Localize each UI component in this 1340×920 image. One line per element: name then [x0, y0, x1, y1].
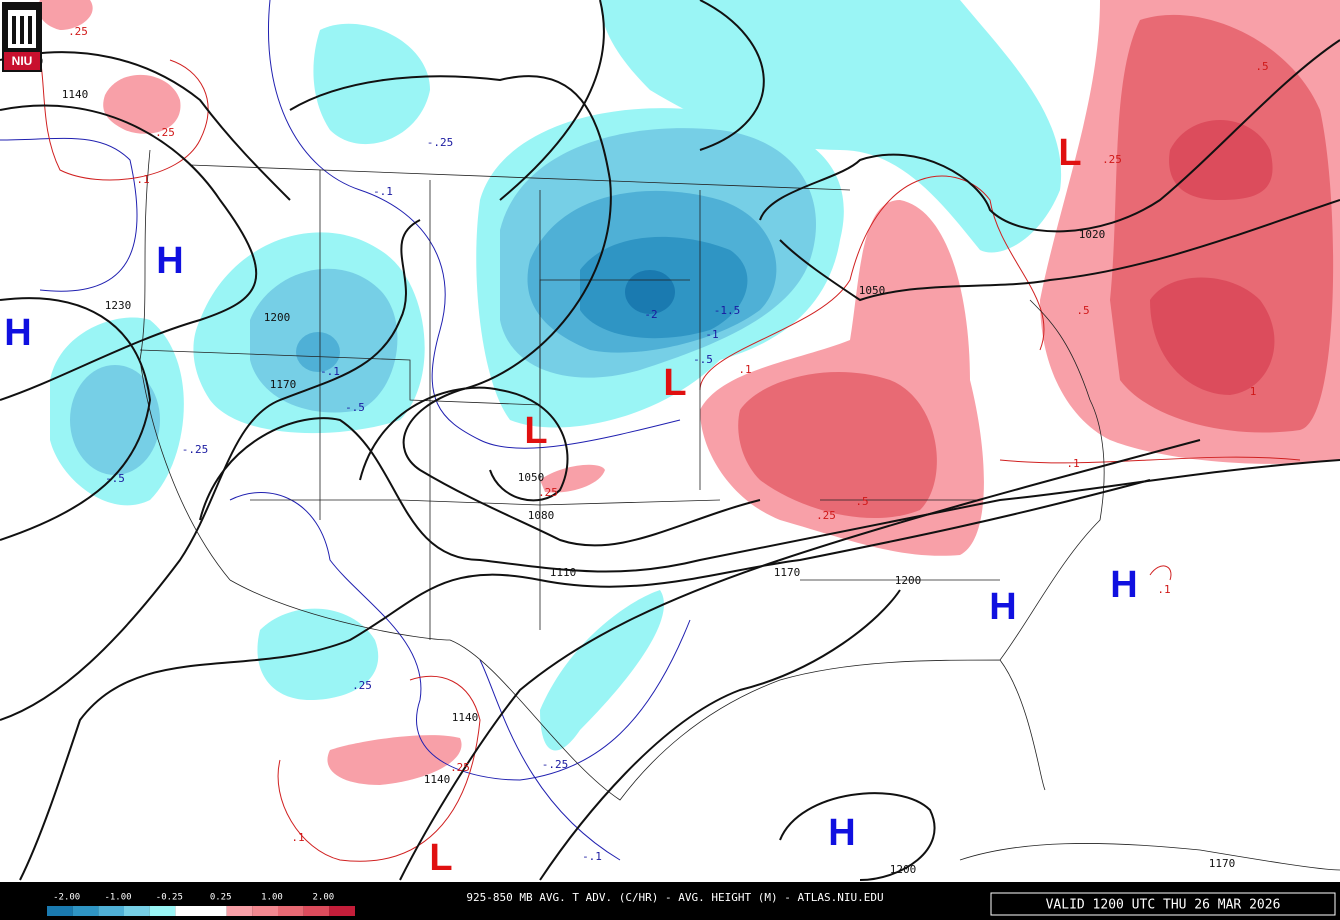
height-label: 1200	[895, 574, 922, 587]
cold-advection-label: -.25	[427, 136, 454, 149]
cold-advection-label: -.5	[105, 472, 125, 485]
colorbar-label: -1.00	[104, 893, 131, 903]
high-center: H	[989, 586, 1016, 628]
colorbar-swatch	[329, 906, 355, 916]
cold-advection-label: -.25	[182, 443, 209, 456]
cold-advection-label: -.25	[542, 758, 569, 771]
warm-advection	[38, 0, 1340, 785]
warm-advection-label: .1	[1157, 583, 1170, 596]
height-contours	[0, 0, 1340, 881]
height-label: 1200	[264, 311, 291, 324]
low-center: L	[429, 837, 452, 879]
cold-advection-label: .25	[352, 679, 372, 692]
cold-advection-label: -.1	[373, 185, 393, 198]
colorbar-swatch	[47, 906, 73, 916]
warm-advection-label: .5	[1255, 60, 1268, 73]
height-label: 1230	[105, 299, 132, 312]
warm-advection-label: .1	[738, 363, 751, 376]
height-label: 1200	[890, 863, 917, 876]
valid-box	[990, 892, 1336, 916]
footer-title: 925-850 MB AVG. T ADV. (C/HR) - AVG. HEI…	[466, 891, 883, 904]
height-label: 1110	[550, 566, 577, 579]
height-label: 1020	[1079, 228, 1106, 241]
colorbar-swatch	[124, 906, 150, 916]
colorbar-swatch	[252, 906, 278, 916]
high-center: H	[156, 240, 183, 282]
height-label: 1050	[518, 471, 545, 484]
cold-advection-label: -.5	[345, 401, 365, 414]
warm-advection-label: .1	[1066, 457, 1079, 470]
warm-advection-label: .25	[1102, 153, 1122, 166]
cold-advection-label: -.5	[693, 353, 713, 366]
colorbar-label: 2.00	[312, 893, 334, 903]
cold-advection	[50, 0, 1062, 751]
colorbar-label: -0.25	[156, 893, 183, 903]
colorbar-label: 0.25	[210, 893, 232, 903]
height-label: 1170	[774, 566, 801, 579]
height-label: 1050	[859, 284, 886, 297]
map-labels: H H H H H L L L L 1110 1140 1230 1200 1170 1050 1080 1 11…	[4, 25, 1268, 879]
logo: NIU	[2, 2, 42, 72]
colorbar-swatch	[72, 906, 99, 916]
warm-advection-label: .25	[816, 509, 836, 522]
warm-advection-label: 1	[1250, 385, 1257, 398]
cold-advection-label: -1	[705, 328, 718, 341]
height-label: 1140	[452, 711, 479, 724]
high-center: H	[1110, 564, 1137, 606]
warm-advection-label: .5	[855, 495, 868, 508]
colorbar-swatch	[175, 906, 201, 916]
valid-time: VALID 1200 UTC THU 26 MAR 2026	[1046, 898, 1281, 913]
low-center: L	[663, 362, 686, 404]
colorbar-swatch	[201, 906, 227, 916]
boundaries	[139, 149, 1340, 871]
low-center: L	[524, 410, 547, 452]
cold-advection-label: -.1	[582, 850, 602, 863]
colorbar-swatch	[226, 906, 253, 916]
colorbar: -2.00 -1.00 -0.25 0.25 1.00 2.00	[47, 893, 355, 916]
warm-advection-label: .25	[68, 25, 88, 38]
height-label: 1170	[1209, 857, 1236, 870]
logo-text: NIU	[12, 54, 33, 68]
low-center: L	[1058, 132, 1081, 174]
warm-advection-label: .1	[136, 173, 149, 186]
high-center: H	[828, 812, 855, 854]
colorbar-swatch	[149, 906, 176, 916]
colorbar-swatch	[278, 906, 304, 916]
warm-advection-label: .5	[1076, 304, 1089, 317]
warm-advection-label: .25	[450, 761, 470, 774]
height-label: 1080	[528, 509, 555, 522]
colorbar-swatch	[303, 906, 330, 916]
warm-advection-label: .25	[155, 126, 175, 139]
warm-advection-label: .1	[291, 831, 304, 844]
colorbar-swatch	[98, 906, 124, 916]
colorbar-label: -2.00	[53, 893, 80, 903]
colorbar-label: 1.00	[261, 893, 283, 903]
cold-advection-label: -1.5	[714, 304, 741, 317]
cold-advection-label: -.1	[320, 365, 340, 378]
height-label: 1170	[270, 378, 297, 391]
height-label: 1140	[62, 88, 89, 101]
high-center: H	[4, 312, 31, 354]
cold-advection-label: -2	[644, 308, 657, 321]
advection-contours	[0, 0, 1301, 862]
height-label: 1140	[424, 773, 451, 786]
warm-advection-label: .25	[538, 486, 558, 499]
